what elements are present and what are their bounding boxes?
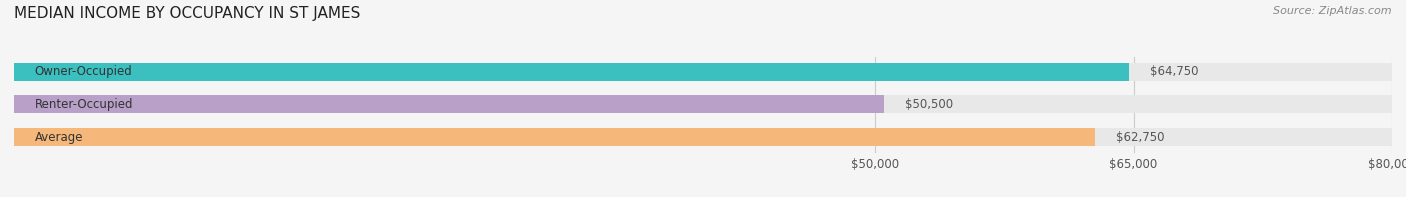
- Text: Average: Average: [35, 131, 83, 144]
- Text: $50,500: $50,500: [904, 98, 953, 111]
- Bar: [14, 128, 1392, 146]
- Text: Source: ZipAtlas.com: Source: ZipAtlas.com: [1274, 6, 1392, 16]
- Text: $62,750: $62,750: [1115, 131, 1164, 144]
- Text: $64,750: $64,750: [1150, 65, 1198, 78]
- Text: Owner-Occupied: Owner-Occupied: [35, 65, 132, 78]
- Bar: [14, 128, 1095, 146]
- Text: Renter-Occupied: Renter-Occupied: [35, 98, 134, 111]
- Bar: [14, 95, 1392, 113]
- Bar: [14, 95, 884, 113]
- Bar: [14, 63, 1392, 81]
- Bar: [14, 63, 1129, 81]
- Text: MEDIAN INCOME BY OCCUPANCY IN ST JAMES: MEDIAN INCOME BY OCCUPANCY IN ST JAMES: [14, 6, 360, 21]
